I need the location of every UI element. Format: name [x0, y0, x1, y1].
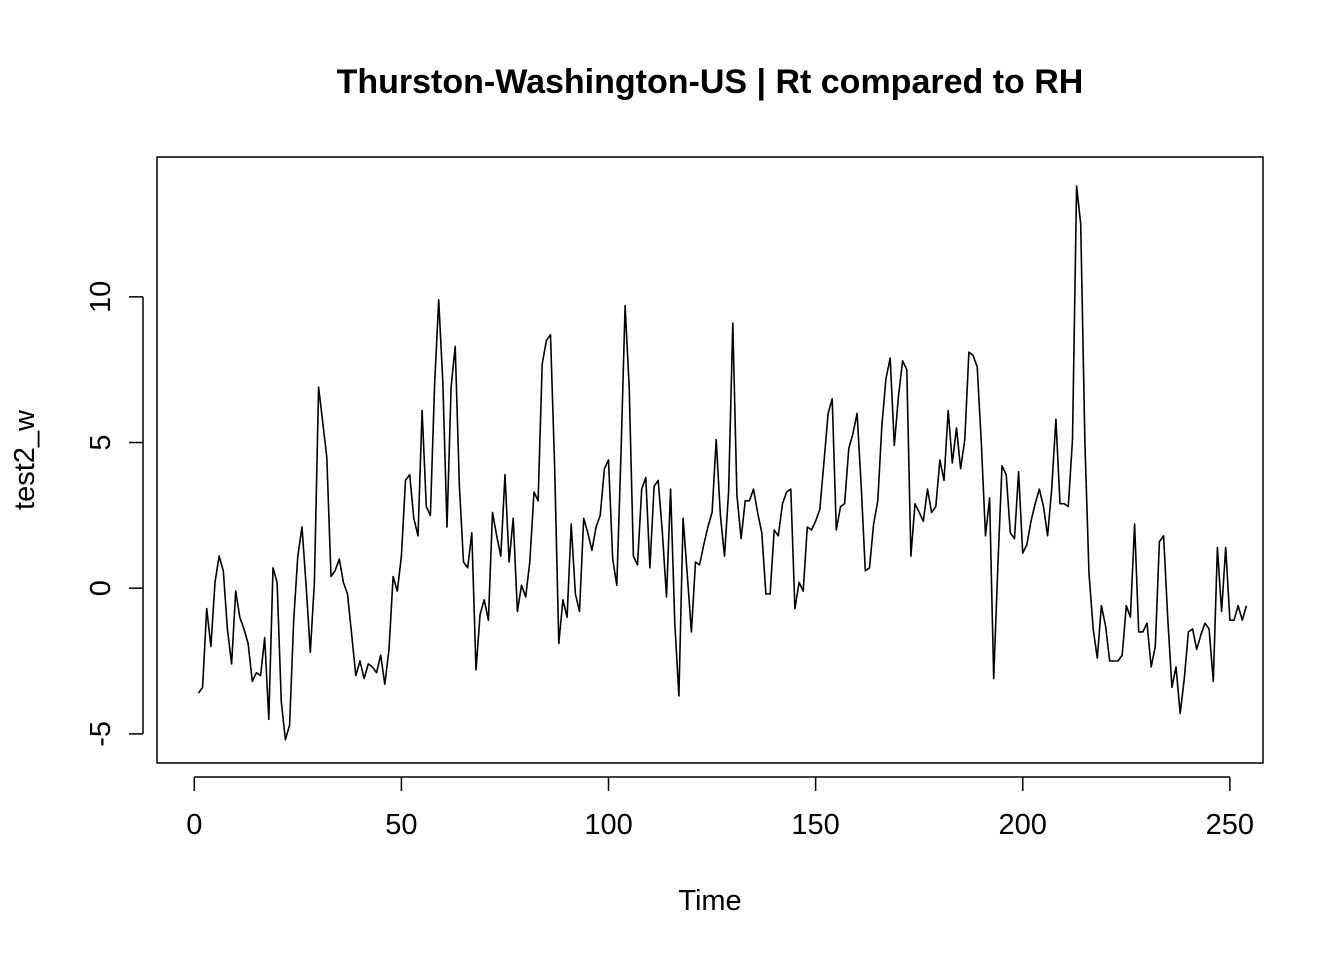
- x-tick-label: 0: [186, 809, 202, 841]
- x-axis-label: Time: [678, 885, 741, 917]
- y-tick-label: 10: [85, 281, 117, 313]
- x-tick-label: 250: [1206, 809, 1254, 841]
- y-tick-label: -5: [85, 721, 117, 747]
- x-tick-label: 200: [999, 809, 1047, 841]
- chart-title: Thurston-Washington-US | Rt compared to …: [337, 63, 1084, 101]
- y-tick-label: 0: [85, 580, 117, 596]
- y-tick-label: 5: [85, 434, 117, 450]
- x-tick-label: 100: [584, 809, 632, 841]
- y-axis-label: test2_w: [9, 409, 41, 510]
- x-tick-label: 50: [385, 809, 417, 841]
- plot-frame: [156, 156, 1264, 764]
- series-line: [197, 185, 1248, 741]
- x-tick-label: 150: [791, 809, 839, 841]
- y-axis: -5 0 5 10: [85, 281, 144, 747]
- x-axis: 0 50 100 150 200 250: [186, 776, 1254, 841]
